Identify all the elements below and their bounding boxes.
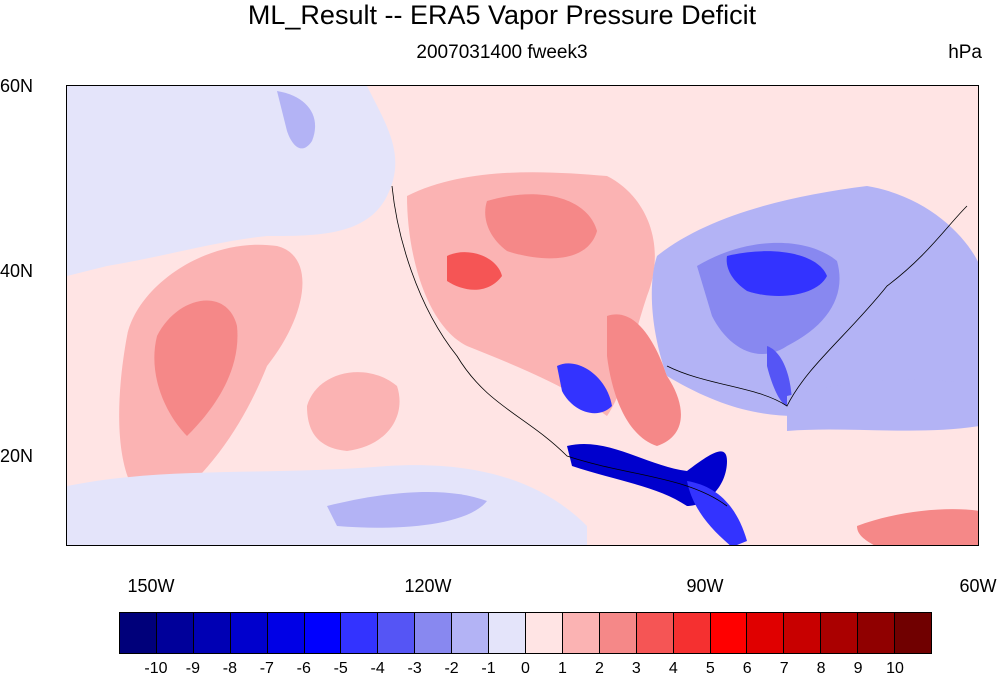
lon-label-120w: 120W [404,576,452,596]
legend-swatch [193,613,231,653]
legend-tick-label: -6 [296,660,311,677]
legend-swatch [304,613,342,653]
legend-swatch [636,613,674,653]
northern-plains-red [485,194,597,259]
figure-title: ML_Result -- ERA5 Vapor Pressure Deficit [247,0,757,30]
legend-tick-label: 2 [594,660,604,677]
legend-tick-label: -8 [222,660,237,677]
tropical-pacific-blue [67,465,587,545]
lon-label-60w: 60W [959,576,997,596]
atlantic-blue-band [787,379,978,431]
legend-tick-label: -3 [407,660,422,677]
ohio-valley-blue [726,251,827,296]
legend-tick-label: 4 [668,660,678,677]
legend-swatch [230,613,268,653]
figure-subtitle: 2007031400 fweek3 [416,42,588,63]
legend-tick-label: 3 [631,660,641,677]
east-pacific-pink [307,372,400,451]
lon-label-150w: 150W [127,576,175,596]
legend-tick-label: -1 [481,660,496,677]
lat-label-20n: 20N [0,446,34,466]
legend-tick-label: 0 [521,660,530,677]
legend-swatch [673,613,711,653]
map-panel [66,85,979,546]
legend-swatch [784,613,822,653]
legend-tick-label: -9 [185,660,201,677]
legend-swatch [525,613,563,653]
legend-swatch [895,613,931,653]
legend-swatch [489,613,526,653]
southern-mexico-blue [567,443,727,506]
gulf-alaska-blue [277,91,316,149]
legend-tick-label: 1 [558,660,567,677]
legend-swatch [747,613,785,653]
legend-tick-label: 5 [705,660,715,677]
color-legend [119,612,932,654]
great-basin-red [447,252,502,290]
legend-tick-label: 7 [779,660,789,677]
legend-swatch [120,613,157,653]
lat-label-40n: 40N [0,261,34,281]
texas-gulf-red [607,314,681,446]
legend-tick-label: 9 [853,660,863,677]
coastline-hint [391,185,968,507]
legend-swatch [821,613,859,653]
legend-swatch [156,613,194,653]
legend-swatch [858,613,896,653]
lon-label-90w: 90W [686,576,724,596]
legend-swatch [452,613,490,653]
legend-tick-label: 8 [816,660,826,677]
legend-swatch [562,613,600,653]
legend-tick-label: -7 [259,660,274,677]
legend-swatch [415,613,453,653]
tropical-pacific-band [327,491,487,528]
legend-swatch [710,613,748,653]
units-label: hPa [948,42,982,63]
legend-tick-label: -5 [333,660,348,677]
legend-tick-label: -2 [444,660,459,677]
legend-swatch [267,613,305,653]
florida-blue [767,346,792,407]
caribbean-red [857,509,978,545]
legend-swatch [599,613,637,653]
legend-tick-label: -4 [370,660,385,677]
legend-swatch [341,613,379,653]
vpd-field-map [67,86,978,545]
legend-tick-label: -10 [144,660,168,677]
texas-mexico-blue [557,363,612,414]
central-america-blue [687,481,747,545]
legend-tick-label: 6 [742,660,752,677]
legend-swatch [378,613,416,653]
central-pacific-core [154,300,238,436]
legend-tick-label: 10 [886,660,904,677]
lat-label-60n: 60N [0,76,34,96]
